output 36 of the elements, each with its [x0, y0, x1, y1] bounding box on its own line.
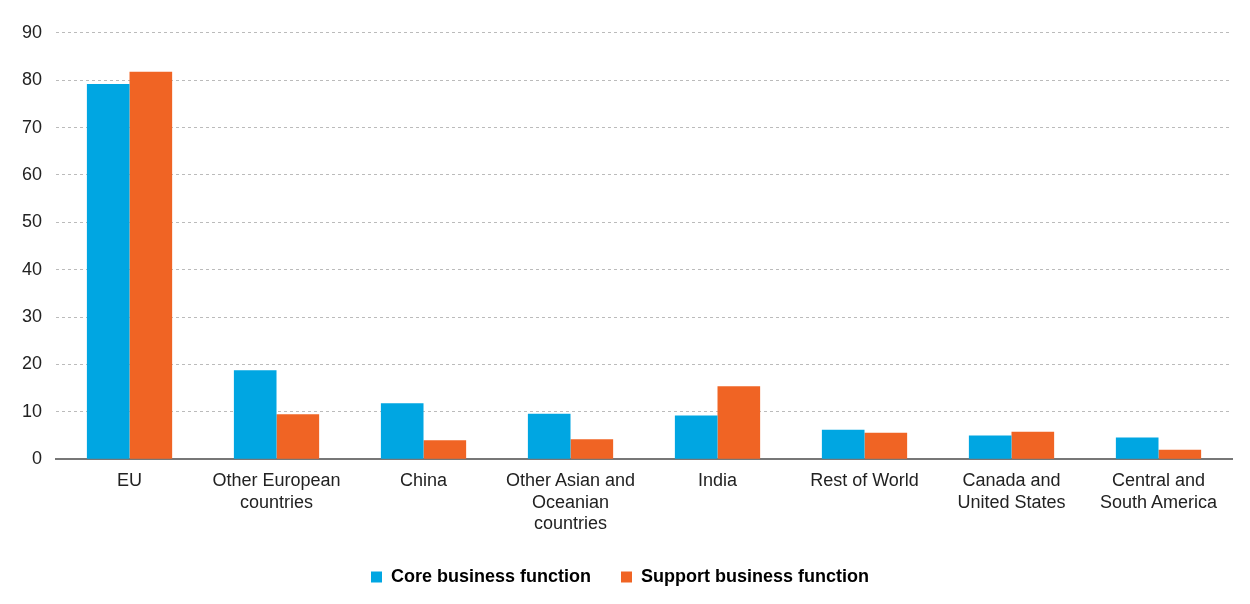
y-tick-label: 60	[21, 163, 43, 184]
y-tick-label: 80	[21, 69, 43, 90]
y-tick-label: 20	[21, 353, 43, 374]
x-tick-label: Rest of World	[810, 469, 919, 490]
legend-label: Core business function	[390, 565, 592, 586]
bar	[821, 429, 865, 459]
y-tick-label: 10	[21, 400, 43, 421]
y-tick-label: 0	[32, 448, 43, 469]
bar	[674, 415, 718, 459]
bar	[717, 386, 761, 459]
x-tick-label: Other European countries	[212, 469, 341, 512]
y-tick-label: 50	[21, 211, 43, 232]
y-tick-label: 70	[21, 116, 43, 137]
bar	[423, 440, 467, 459]
bar	[1115, 437, 1159, 459]
bar	[527, 413, 571, 459]
y-tick-label: 90	[21, 21, 43, 42]
bar	[570, 439, 614, 459]
x-tick-label: Other Asian and Oceanian countries	[505, 469, 636, 534]
bar	[276, 414, 320, 459]
x-tick-label: Central and South America	[1099, 469, 1219, 512]
x-tick-label: EU	[117, 469, 143, 490]
legend-label: Support business function	[641, 565, 870, 586]
x-tick-label: Canada and United States	[957, 469, 1066, 512]
bar	[86, 83, 130, 459]
bar	[1011, 431, 1055, 459]
bar	[1158, 449, 1202, 459]
bar	[864, 432, 908, 459]
x-tick-label: China	[400, 469, 449, 490]
bar	[129, 71, 173, 459]
bar	[968, 435, 1012, 459]
bar	[380, 403, 424, 459]
y-tick-label: 30	[21, 306, 43, 327]
y-tick-label: 40	[21, 258, 43, 279]
x-tick-label: India	[697, 469, 739, 490]
bar	[233, 370, 277, 459]
